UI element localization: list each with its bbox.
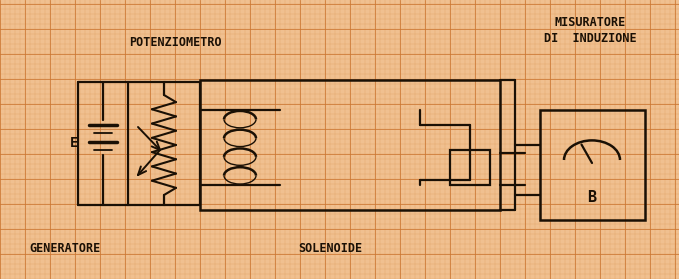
Text: DI  INDUZIONE: DI INDUZIONE xyxy=(544,32,636,44)
Bar xyxy=(540,110,645,220)
Text: POTENZIOMETRO: POTENZIOMETRO xyxy=(129,35,221,49)
Text: B: B xyxy=(587,191,597,206)
Bar xyxy=(200,80,500,210)
Text: E: E xyxy=(70,136,78,150)
Text: GENERATORE: GENERATORE xyxy=(29,242,100,254)
Bar xyxy=(450,150,490,185)
Text: SOLENOIDE: SOLENOIDE xyxy=(298,242,362,254)
Text: MISURATORE: MISURATORE xyxy=(554,16,625,28)
